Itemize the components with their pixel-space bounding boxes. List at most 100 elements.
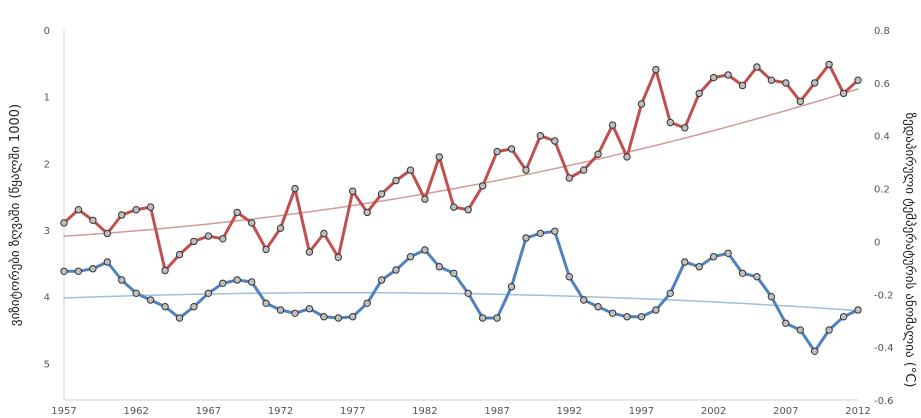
data-point bbox=[551, 137, 559, 145]
data-point bbox=[349, 313, 357, 321]
right-y-tick-label: 0.8 bbox=[874, 26, 890, 37]
data-point bbox=[623, 153, 631, 161]
data-point bbox=[248, 219, 256, 227]
right-y-tick-label: -0.4 bbox=[874, 343, 894, 354]
data-point bbox=[248, 278, 256, 286]
plot-frame bbox=[63, 30, 858, 401]
data-point bbox=[60, 219, 68, 227]
data-point bbox=[811, 347, 819, 355]
data-point bbox=[74, 267, 83, 275]
data-point bbox=[190, 303, 198, 311]
data-point bbox=[565, 273, 573, 281]
x-tick-label: 1972 bbox=[268, 406, 293, 417]
data-point bbox=[204, 289, 213, 297]
data-point bbox=[233, 276, 241, 284]
data-point bbox=[132, 206, 140, 214]
series-line bbox=[62, 62, 860, 272]
data-point bbox=[103, 258, 112, 266]
left-y-tick-label: 4 bbox=[44, 293, 50, 304]
data-point bbox=[695, 263, 703, 271]
left-y-axis-title: ვიზიტორები ზღვაში (წყალში 1000) bbox=[8, 104, 23, 326]
data-point bbox=[666, 118, 674, 127]
x-tick-label: 1957 bbox=[51, 406, 76, 417]
data-point bbox=[479, 314, 487, 322]
data-point bbox=[594, 150, 602, 158]
data-point bbox=[709, 253, 718, 261]
data-point bbox=[392, 266, 400, 274]
data-point bbox=[175, 250, 184, 259]
data-point bbox=[782, 79, 790, 87]
data-point bbox=[782, 319, 790, 327]
data-point bbox=[551, 227, 559, 236]
data-point bbox=[695, 89, 703, 98]
data-point bbox=[608, 121, 617, 129]
data-point bbox=[522, 166, 530, 174]
data-point bbox=[493, 147, 501, 156]
data-point bbox=[796, 97, 804, 106]
data-point bbox=[190, 237, 198, 246]
data-point bbox=[132, 289, 140, 297]
right-y-tick-label: 0 bbox=[874, 237, 880, 248]
left-y-tick-label: 1 bbox=[44, 93, 50, 104]
data-point bbox=[623, 313, 631, 321]
data-point bbox=[724, 249, 732, 258]
data-point bbox=[652, 306, 660, 314]
data-point bbox=[291, 184, 299, 193]
data-point bbox=[637, 313, 646, 321]
data-point bbox=[839, 89, 848, 98]
data-point bbox=[450, 269, 458, 277]
data-point bbox=[276, 224, 285, 232]
left-y-tick-label: 2 bbox=[44, 159, 50, 170]
data-point bbox=[320, 229, 328, 238]
data-point bbox=[738, 269, 747, 277]
data-point bbox=[435, 263, 443, 271]
x-tick-label: 2012 bbox=[845, 406, 870, 417]
x-tick-label: 1987 bbox=[484, 406, 509, 417]
data-point bbox=[305, 248, 314, 256]
data-point bbox=[637, 100, 646, 108]
data-point bbox=[363, 208, 371, 217]
data-point bbox=[291, 309, 299, 317]
right-y-tick-label: 0.6 bbox=[874, 79, 890, 90]
data-point bbox=[580, 166, 588, 174]
data-point bbox=[421, 246, 429, 254]
data-point bbox=[377, 190, 386, 198]
data-point bbox=[594, 303, 602, 311]
data-point bbox=[219, 235, 227, 243]
data-point bbox=[681, 258, 689, 266]
data-point bbox=[580, 296, 588, 304]
data-point bbox=[507, 283, 516, 291]
data-point bbox=[320, 313, 328, 321]
data-point bbox=[796, 326, 804, 334]
data-point bbox=[536, 132, 545, 140]
data-point bbox=[334, 314, 342, 322]
right-y-tick-label: 0.4 bbox=[874, 132, 890, 143]
data-point bbox=[262, 299, 270, 307]
data-point bbox=[103, 229, 112, 238]
data-point bbox=[767, 76, 776, 84]
data-point bbox=[204, 232, 213, 240]
x-tick-labels: 1957 1962 1967 1972 1977 1982 1987 1992 1997 2002… bbox=[51, 406, 870, 417]
right-y-tick-label: -0.2 bbox=[874, 290, 894, 301]
data-point bbox=[825, 60, 833, 69]
x-tick-label: 1962 bbox=[123, 406, 148, 417]
data-point bbox=[493, 314, 501, 322]
data-point bbox=[305, 305, 314, 313]
data-point bbox=[334, 253, 342, 261]
right-y-tick-label: -0.6 bbox=[874, 396, 894, 407]
trend-line bbox=[63, 291, 859, 312]
data-point bbox=[854, 76, 862, 84]
x-tick-label: 1992 bbox=[557, 406, 582, 417]
data-point bbox=[377, 276, 386, 284]
data-point bbox=[666, 289, 674, 297]
data-point bbox=[89, 265, 97, 273]
data-point bbox=[262, 245, 270, 254]
data-point bbox=[464, 206, 472, 214]
data-point bbox=[118, 276, 126, 284]
data-point bbox=[435, 153, 443, 161]
data-point bbox=[276, 306, 285, 314]
series-layer bbox=[60, 60, 862, 355]
left-y-tick-label: 0 bbox=[44, 26, 50, 37]
right-y-tick-label: 0.2 bbox=[874, 185, 890, 196]
